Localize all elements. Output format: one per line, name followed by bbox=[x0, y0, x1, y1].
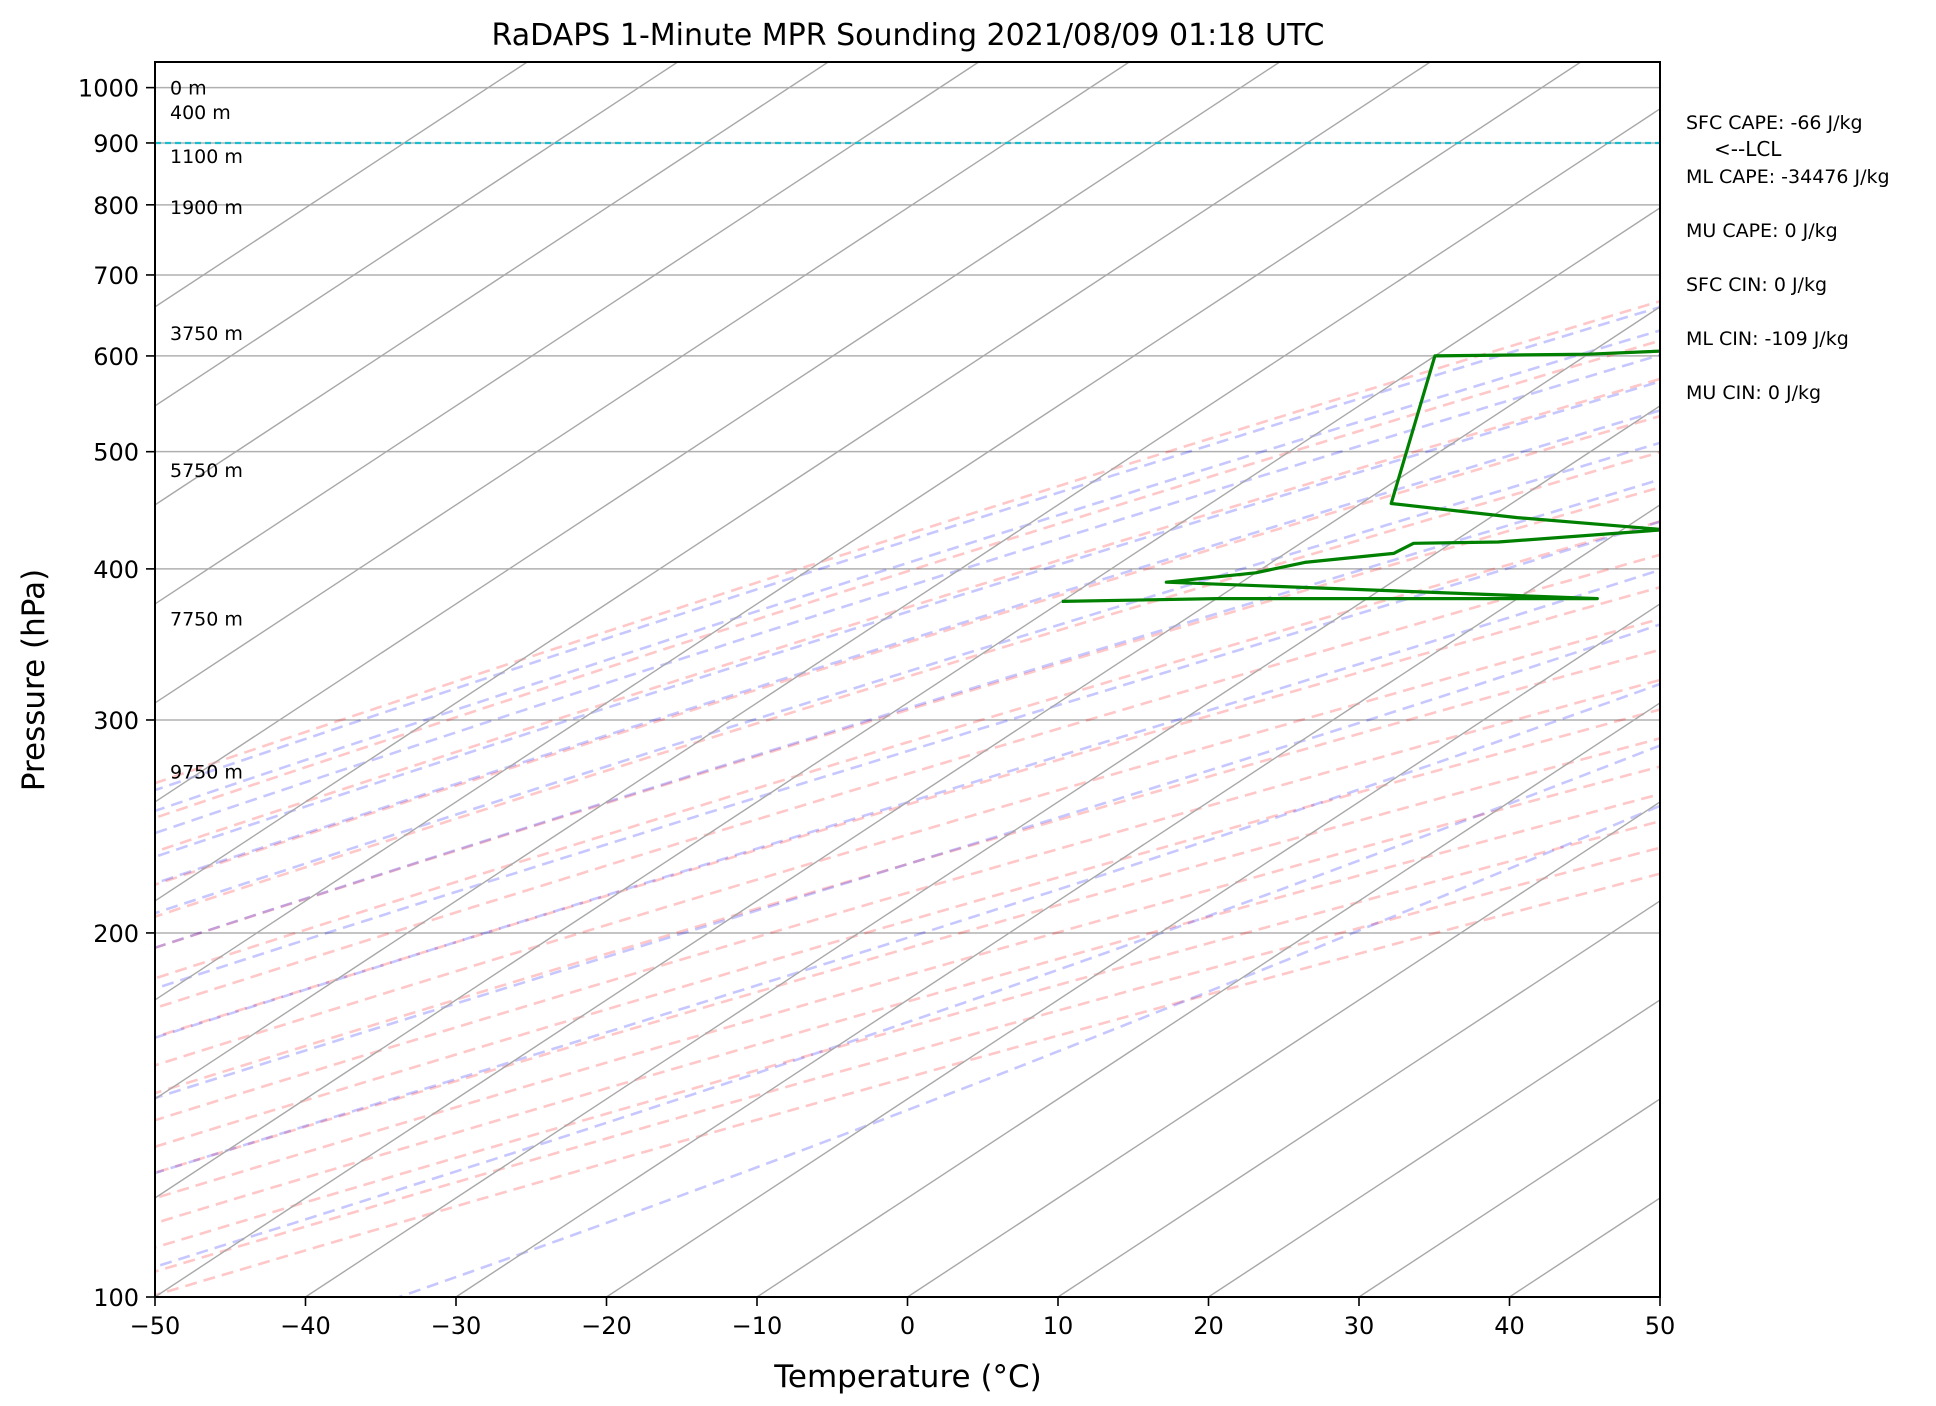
moist-adiabat--5 bbox=[155, 380, 1660, 859]
isotherm-10 bbox=[1057, 900, 1660, 1297]
dry-adiabat-360 bbox=[155, 678, 1660, 1122]
y-tick-label-1000: 1000 bbox=[78, 75, 139, 103]
stability-index-1: ML CAPE: -34476 J/kg bbox=[1686, 166, 1890, 188]
height-label-2: 1100 m bbox=[170, 146, 243, 168]
moist-adiabats bbox=[155, 305, 1660, 1297]
x-tick-label-40: 40 bbox=[1494, 1312, 1525, 1340]
height-label-6: 7750 m bbox=[170, 608, 243, 630]
stability-indices: SFC CAPE: -66 J/kg ML CAPE: -34476 J/kg MU… bbox=[1686, 112, 1890, 404]
x-tick-label--40: −40 bbox=[280, 1312, 331, 1340]
height-label-1: 400 m bbox=[170, 102, 231, 124]
isotherm--100 bbox=[155, 62, 1281, 803]
isotherm-0 bbox=[907, 801, 1660, 1297]
x-tick-label-20: 20 bbox=[1193, 1312, 1224, 1340]
moist-adiabat-25 bbox=[155, 623, 1660, 1100]
isotherm--90 bbox=[155, 62, 1431, 902]
isotherm--60 bbox=[155, 207, 1660, 1199]
y-tick-label-800: 800 bbox=[93, 192, 139, 220]
moist-adiabat-30 bbox=[155, 682, 1660, 1175]
y-tick-label-100: 100 bbox=[93, 1284, 139, 1312]
x-axis-ticks: −50 −40 −30 −20 −10 0 10 20 30 40 50 bbox=[130, 1297, 1676, 1340]
isotherm--20 bbox=[606, 603, 1660, 1297]
height-label-3: 1900 m bbox=[170, 197, 243, 219]
moist-adiabat--15 bbox=[155, 329, 1660, 813]
y-tick-label-900: 900 bbox=[93, 130, 139, 158]
isotherm--150 bbox=[155, 62, 528, 308]
isotherm--70 bbox=[155, 108, 1660, 1100]
dry-adiabat-250 bbox=[155, 299, 1660, 785]
dry-adiabat-380 bbox=[155, 736, 1660, 1175]
stability-index-2: MU CAPE: 0 J/kg bbox=[1686, 220, 1838, 242]
y-tick-label-200: 200 bbox=[93, 920, 139, 948]
dry-adiabat-400 bbox=[155, 792, 1660, 1225]
dry-adiabat-340 bbox=[155, 617, 1660, 1067]
dry-adiabat-350 bbox=[155, 648, 1660, 1095]
stability-index-5: MU CIN: 0 J/kg bbox=[1686, 382, 1821, 404]
isotherm--110 bbox=[155, 62, 1130, 704]
moist-adiabat--20 bbox=[155, 305, 1660, 792]
x-tick-label-50: 50 bbox=[1645, 1312, 1676, 1340]
y-axis-label: Pressure (hPa) bbox=[16, 569, 52, 791]
moist-adiabat-20 bbox=[155, 568, 1660, 1040]
sounding-traces bbox=[1061, 349, 1660, 603]
stability-index-4: ML CIN: -109 J/kg bbox=[1686, 328, 1849, 350]
height-label-4: 3750 m bbox=[170, 323, 243, 345]
isotherm--130 bbox=[155, 62, 829, 506]
y-tick-label-400: 400 bbox=[93, 556, 139, 584]
stability-index-0: SFC CAPE: -66 J/kg bbox=[1686, 112, 1863, 134]
height-label-5: 5750 m bbox=[170, 460, 243, 482]
dry-adiabat-330 bbox=[155, 585, 1660, 1039]
x-tick-label--10: −10 bbox=[732, 1312, 783, 1340]
isotherm--80 bbox=[155, 62, 1582, 1001]
x-tick-label-0: 0 bbox=[900, 1312, 915, 1340]
height-label-7: 9750 m bbox=[170, 761, 243, 783]
x-tick-label-10: 10 bbox=[1043, 1312, 1074, 1340]
isotherm--50 bbox=[155, 306, 1660, 1297]
y-tick-label-600: 600 bbox=[93, 343, 139, 371]
isotherm--140 bbox=[155, 62, 679, 407]
dry-adiabat-310 bbox=[155, 520, 1660, 980]
dewpoint-trace bbox=[1061, 349, 1660, 603]
isotherm-20 bbox=[1208, 999, 1660, 1297]
isotherm--30 bbox=[455, 504, 1660, 1297]
isotherm--120 bbox=[155, 62, 980, 605]
x-tick-label-30: 30 bbox=[1344, 1312, 1375, 1340]
y-tick-label-500: 500 bbox=[93, 439, 139, 467]
dry-adiabat-270 bbox=[155, 377, 1660, 854]
y-tick-label-300: 300 bbox=[93, 707, 139, 735]
dry-adiabats bbox=[155, 299, 1660, 1297]
y-tick-label-700: 700 bbox=[93, 262, 139, 290]
plot-area bbox=[155, 62, 1660, 1297]
lcl-label: <--LCL bbox=[1714, 137, 1782, 161]
skewed-isotherms bbox=[155, 62, 1660, 1297]
stability-index-3: SFC CIN: 0 J/kg bbox=[1686, 274, 1827, 296]
height-label-0: 0 m bbox=[170, 78, 207, 100]
x-axis-label: Temperature (°C) bbox=[773, 1359, 1042, 1395]
isotherm--10 bbox=[756, 702, 1660, 1297]
x-tick-label--50: −50 bbox=[130, 1312, 181, 1340]
dry-adiabat-290 bbox=[155, 450, 1660, 919]
chart-title: RaDAPS 1-Minute MPR Sounding 2021/08/09 … bbox=[492, 18, 1325, 53]
x-tick-label--20: −20 bbox=[581, 1312, 632, 1340]
y-axis-ticks: 1000 900 800 700 600 500 400 300 200 100 bbox=[78, 75, 155, 1312]
isotherm--40 bbox=[305, 405, 1660, 1297]
x-tick-label--30: −30 bbox=[431, 1312, 482, 1340]
